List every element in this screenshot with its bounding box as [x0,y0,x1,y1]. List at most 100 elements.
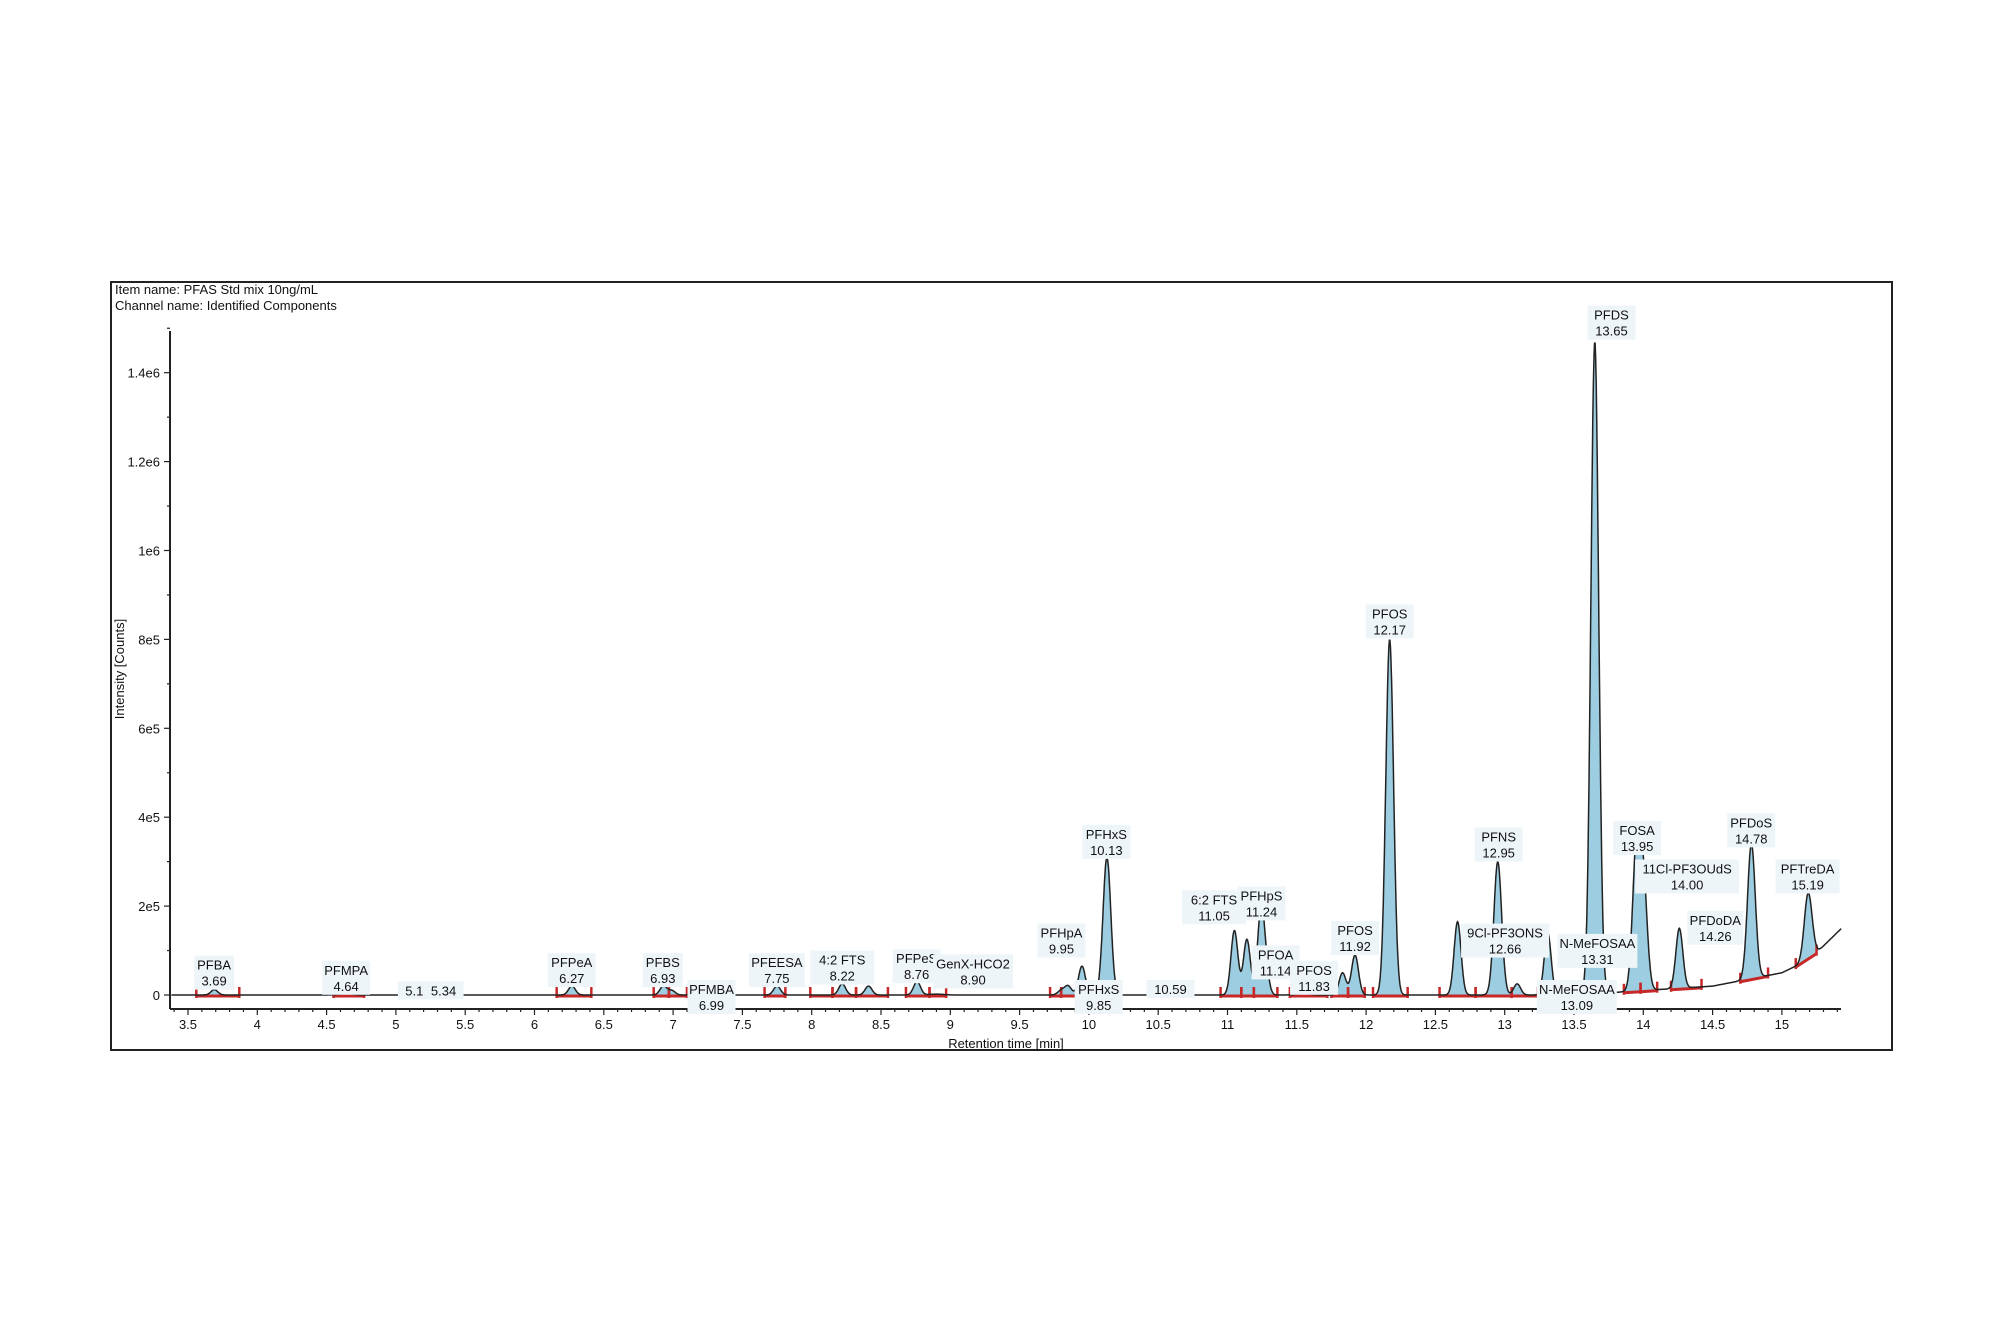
x-tick-label: 9.5 [1011,1017,1029,1032]
peak-rt: 14.26 [1699,929,1732,944]
peak-rt: 11.05 [1198,908,1230,923]
peak-rt: 3.69 [201,974,226,989]
peak-name: N-MeFOSAA [1539,982,1615,997]
x-tick-label: 4 [254,1017,261,1032]
peak-name: PFMBA [689,982,734,997]
peak-rt: 4.64 [333,979,358,994]
x-tick-label: 14.5 [1700,1017,1725,1032]
peak-rt: 14.78 [1735,831,1768,846]
peak-rt: 12.17 [1373,622,1406,637]
integration-marker [1252,987,1279,998]
y-tick-label: 1.4e6 [127,366,160,381]
x-tick-label: 11 [1221,1017,1235,1032]
y-tick-label: 2e5 [138,899,160,914]
peak-rt: 8.90 [960,972,985,987]
peak-rt: 8.76 [904,967,929,982]
integration-marker [1639,981,1659,994]
peak-name: 6:2 FTS [1191,892,1238,907]
peak-label: 5.34 [423,981,464,1000]
peak-rt: 10.13 [1090,843,1123,858]
peak-name: PFNS [1481,829,1516,844]
peak-name: PFPeA [551,955,593,970]
y-tick-label: 6e5 [138,721,160,736]
peak-name: PFDoDA [1690,913,1742,928]
peak-name: PFHxS [1086,827,1128,842]
peak-rt: 8.22 [830,969,855,984]
integration-marker [809,987,834,998]
x-tick-label: 4.5 [318,1017,336,1032]
peak-rt: 9.85 [1086,998,1111,1013]
x-tick-label: 14 [1636,1017,1650,1032]
x-tick-label: 7.5 [733,1017,751,1032]
peak-name: 11Cl-PF3OUdS [1642,862,1732,877]
y-tick-label: 8e5 [138,632,160,647]
peak-rt: 13.95 [1621,839,1654,854]
peak-rt: 14.00 [1671,878,1704,893]
x-tick-label: 13 [1497,1017,1511,1032]
peak-area [1796,892,1820,966]
y-tick-label: 1e6 [138,544,160,559]
peak-rt: 6.93 [650,971,675,986]
peak-name: GenX-HCO2 [936,956,1010,971]
peak-rt: 15.19 [1791,878,1824,893]
integration-marker [928,987,948,998]
x-tick-label: 12 [1359,1017,1373,1032]
x-tick-label: 8.5 [872,1017,890,1032]
peak-name: PFOS [1296,963,1332,978]
peak-rt: 7.75 [764,971,789,986]
x-tick-label: 10 [1082,1017,1096,1032]
peak-rt: 11.14 [1260,963,1292,978]
item-name: Item name: PFAS Std mix 10ng/mL [115,282,319,297]
peak-rt: 10.59 [1154,982,1187,997]
integration-marker [763,987,787,998]
peak-rt: 6.99 [699,998,724,1013]
peak-name: PFHxS [1078,982,1120,997]
y-tick-label: 4e5 [138,810,160,825]
peak-rt: 9.95 [1049,942,1074,957]
peak-name: PFEESA [751,955,803,970]
integration-marker [555,987,593,998]
peak-rt: 6.27 [559,971,584,986]
peak-rt: 12.95 [1482,845,1515,860]
peak-name: 9Cl-PF3ONS [1467,926,1543,941]
peak-name: PFHpS [1241,888,1283,903]
peak-name: PFOS [1372,606,1408,621]
integration-marker [854,987,890,998]
x-tick-label: 9 [947,1017,954,1032]
peak-name: PFPeS [896,951,938,966]
y-tick-label: 0 [153,988,160,1003]
peak-rt: 13.31 [1581,952,1614,967]
x-tick-label: 13.5 [1561,1017,1586,1032]
x-tick-label: 7 [669,1017,676,1032]
x-tick-label: 10.5 [1146,1017,1171,1032]
peak-rt: 13.09 [1561,998,1594,1013]
peak-name: PFBA [197,958,231,973]
peak-rt: 13.65 [1595,324,1628,339]
peak-rt: 5.34 [431,983,456,998]
peak-name: FOSA [1619,823,1655,838]
x-tick-label: 6.5 [595,1017,613,1032]
x-tick-label: 8 [808,1017,815,1032]
peak-rt: 11.24 [1246,904,1278,919]
peak-name: PFBS [646,955,680,970]
channel-name: Channel name: Identified Components [115,298,337,313]
peak-name: PFMPA [324,963,368,978]
